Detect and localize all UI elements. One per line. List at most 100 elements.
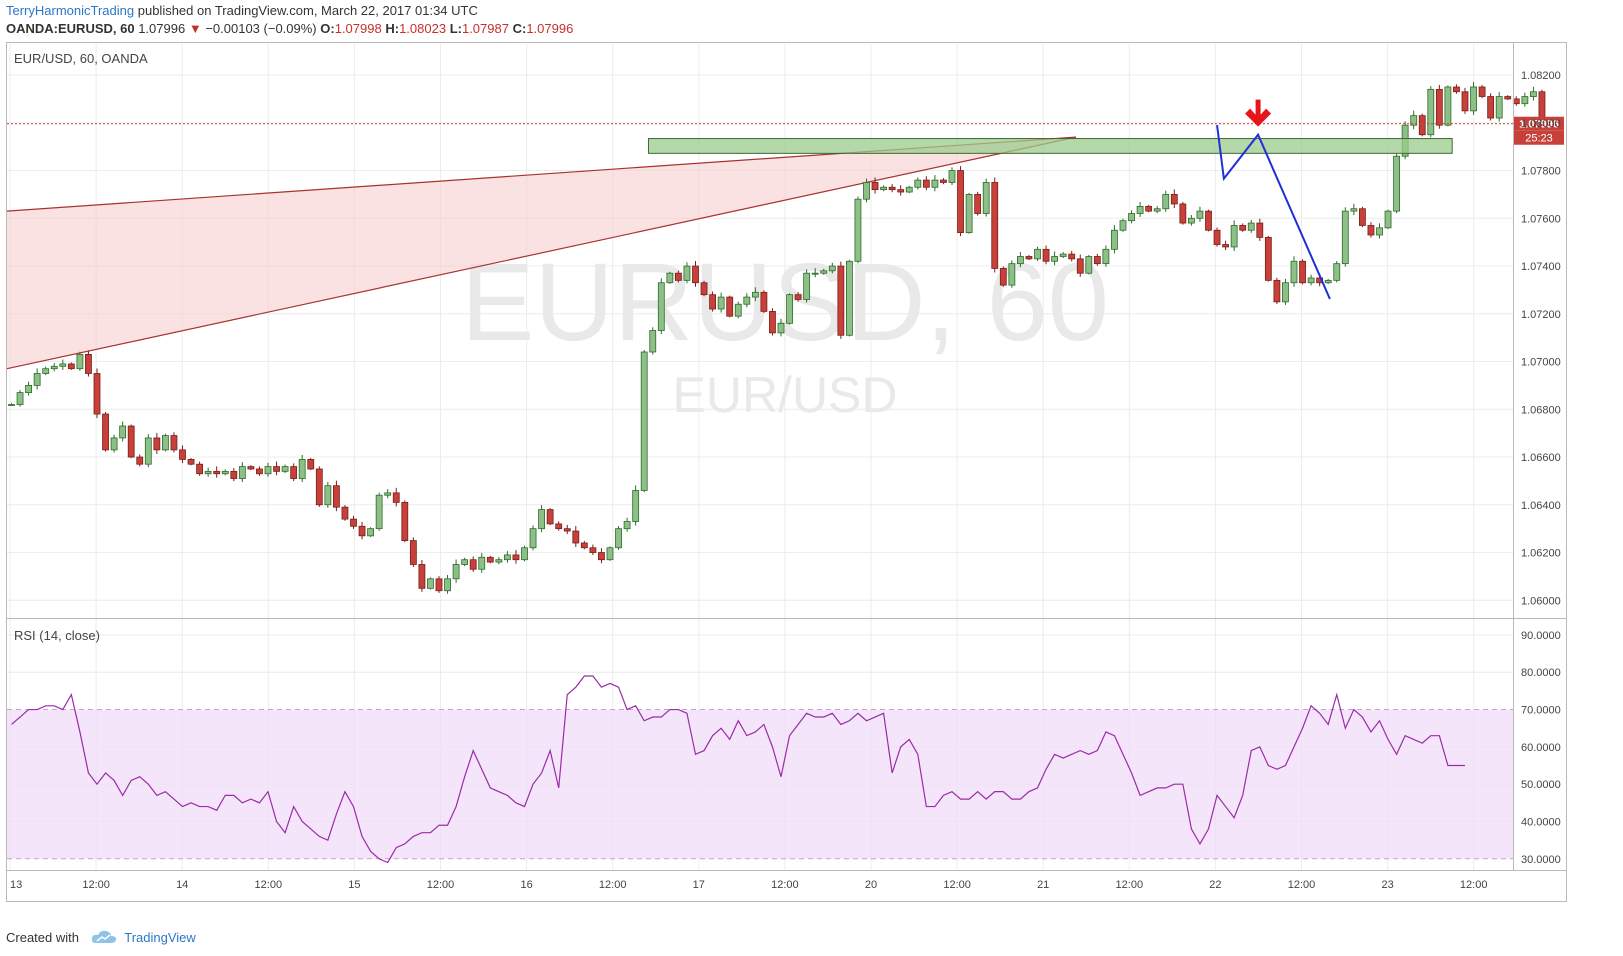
candle [846, 260, 853, 336]
candle [213, 470, 221, 475]
candle [888, 186, 896, 191]
footer: Created with TradingView [6, 930, 196, 945]
candle [675, 272, 682, 281]
pane-label: EUR/USD, 60, OANDA [14, 51, 148, 66]
candle [367, 528, 375, 537]
candle [794, 294, 802, 300]
candle [1487, 96, 1495, 119]
candle [341, 506, 349, 520]
candle [1299, 260, 1306, 284]
rsi-tick-label: 70.0000 [1521, 705, 1561, 717]
candle [8, 404, 15, 406]
time-tick-label: 20 [865, 879, 877, 891]
last-price: 1.07996 [138, 21, 186, 36]
candle [136, 456, 144, 465]
candle [666, 272, 674, 284]
candle [102, 413, 109, 451]
candle [555, 523, 563, 530]
candle [1359, 208, 1366, 226]
resistance-zone-rect[interactable] [647, 138, 1453, 154]
candle [957, 170, 964, 234]
rsi-pane [7, 675, 1513, 864]
candle [1504, 96, 1512, 100]
candle [717, 296, 725, 310]
close-value: 1.07996 [526, 21, 574, 36]
last-price-tag [1514, 116, 1564, 131]
candle [999, 268, 1007, 286]
projection-line[interactable] [1216, 125, 1331, 300]
price-tick-label: 1.06000 [1521, 595, 1561, 607]
time-tick-label: 12:00 [599, 879, 627, 891]
candle [76, 353, 84, 370]
candle [803, 272, 811, 300]
candle [1393, 155, 1400, 212]
candle [965, 194, 973, 234]
candle [598, 552, 605, 561]
candle [1530, 91, 1537, 97]
candle [897, 189, 905, 193]
open-label: O: [320, 21, 335, 36]
candle [1153, 208, 1161, 212]
close-label: C: [512, 21, 527, 36]
candle [1025, 256, 1033, 260]
time-tick-label: 22 [1209, 879, 1221, 891]
candle [50, 365, 58, 370]
rsi-tick-label: 30.0000 [1521, 854, 1561, 866]
candle [153, 437, 161, 451]
candle [1145, 205, 1153, 212]
rsi-label: RSI (14, close) [14, 628, 100, 643]
candle [1085, 256, 1093, 274]
candle [743, 296, 751, 305]
candle [811, 272, 819, 275]
candle [495, 559, 503, 563]
candle [1213, 229, 1221, 245]
author-link[interactable]: TerryHarmonicTrading [6, 3, 135, 18]
candle [1256, 222, 1264, 238]
candle [264, 466, 272, 475]
candle [384, 492, 392, 496]
candle [1264, 236, 1272, 281]
candle [683, 265, 691, 281]
candle [503, 554, 511, 561]
candle [580, 542, 588, 549]
candle [1239, 225, 1247, 231]
time-tick-label: 12:00 [1116, 879, 1144, 891]
candle [187, 459, 195, 465]
candle [632, 490, 640, 522]
candle [1068, 253, 1076, 260]
time-tick-label: 21 [1037, 879, 1049, 891]
countdown-tag-label: 25:23 [1525, 133, 1553, 145]
watermark-symbol: EURUSD, 60 [461, 241, 1109, 364]
tradingview-link[interactable]: TradingView [124, 930, 196, 945]
time-tick-label: 13 [10, 879, 22, 891]
candle [871, 182, 879, 191]
candle [42, 368, 50, 374]
candle [119, 425, 127, 439]
candle [409, 540, 417, 565]
candle [828, 265, 836, 272]
time-tick-label: 12:00 [255, 879, 283, 891]
candle [1470, 86, 1477, 112]
time-tick-label: 15 [348, 879, 360, 891]
high-value: 1.08023 [399, 21, 447, 36]
candle [1435, 88, 1443, 126]
candle [196, 463, 204, 475]
candle [692, 265, 699, 284]
low-value: 1.07987 [461, 21, 509, 36]
candle [427, 578, 434, 589]
candle [161, 435, 169, 451]
candle [1222, 244, 1229, 248]
candle [221, 470, 229, 475]
candle [734, 303, 742, 317]
candle [273, 466, 280, 472]
candle [1282, 282, 1289, 303]
candle [922, 179, 930, 188]
resistance-zone[interactable] [647, 138, 1453, 154]
candle [1512, 98, 1520, 105]
price-tick-label: 1.08200 [1521, 70, 1561, 82]
projection-path[interactable] [1216, 125, 1331, 300]
candle [392, 492, 400, 503]
candle [67, 363, 75, 370]
wedge-lower-line[interactable] [6, 136, 1077, 370]
